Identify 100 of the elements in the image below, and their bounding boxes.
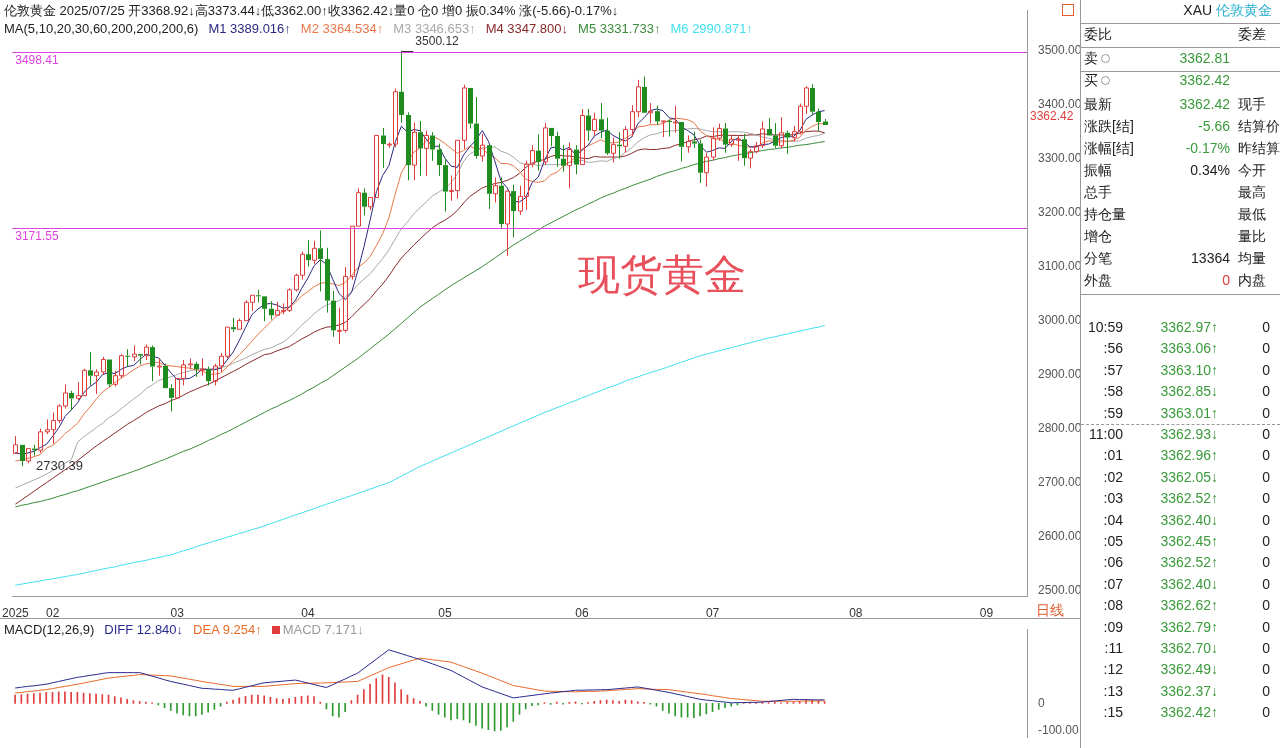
x-tick-label: 04	[301, 605, 315, 620]
candlestick	[704, 152, 709, 188]
text: M6 2990.871↑	[670, 21, 753, 36]
candlestick	[381, 127, 386, 169]
text: 现手	[1238, 95, 1266, 114]
candlestick	[555, 131, 560, 168]
x-tick-label: 03	[170, 605, 185, 620]
text: 持仓量	[1084, 205, 1126, 224]
text: 最低	[1238, 205, 1266, 224]
text: M4 3347.800↓	[485, 21, 569, 36]
candlestick	[437, 143, 442, 177]
candlestick	[816, 107, 821, 132]
candlestick	[667, 118, 672, 138]
text: 0	[1262, 403, 1270, 423]
text: 0	[1262, 574, 1270, 594]
text: 买	[1084, 71, 1098, 90]
text: 3362.37↓	[1160, 681, 1218, 701]
candlestick	[312, 240, 317, 265]
y-tick-label: 3200.00	[1038, 204, 1082, 219]
x-tick-label: 08	[849, 605, 863, 620]
annotation: 现货黄金	[578, 250, 746, 300]
candlestick	[642, 76, 647, 113]
text: 3362.52↑	[1160, 553, 1218, 573]
text: :05	[1103, 532, 1123, 551]
text: :12	[1103, 660, 1123, 680]
text: 0	[1262, 639, 1270, 658]
text: 11:00	[1089, 425, 1123, 444]
candlestick	[163, 363, 168, 389]
candlestick	[561, 144, 566, 173]
text: 卖	[1084, 49, 1098, 68]
text: 0	[1262, 467, 1270, 487]
text: -0.17%	[1185, 139, 1230, 158]
text: 0	[1262, 617, 1270, 637]
text: M3 3346.653↑	[393, 21, 476, 36]
text: 3363.06↑	[1160, 339, 1218, 359]
text: 0	[1262, 339, 1270, 359]
y-tick-label: 3500.00	[1038, 43, 1082, 58]
candlestick	[331, 290, 336, 338]
text: :56	[1103, 339, 1123, 359]
candlestick	[169, 383, 174, 412]
candlestick	[318, 229, 323, 292]
y-tick-label: 2600.00	[1038, 528, 1082, 543]
text: 3362.93↓	[1160, 425, 1218, 444]
x-tick-label: 02	[46, 605, 60, 620]
text: :58	[1103, 382, 1123, 402]
text: 外盘	[1084, 271, 1112, 290]
text: 13364	[1191, 249, 1230, 268]
text: 0	[1262, 510, 1270, 530]
text: 3363.10↑	[1160, 360, 1218, 380]
candlestick	[150, 344, 155, 382]
candlestick	[94, 368, 99, 395]
text: 0	[1262, 489, 1270, 509]
text: 0	[1262, 382, 1270, 402]
y-tick-label: 2800.00	[1038, 420, 1082, 435]
text: :57	[1103, 360, 1123, 380]
candlestick	[132, 344, 137, 362]
text: 委比	[1084, 25, 1112, 44]
text: XAU	[1183, 2, 1213, 18]
text: :13	[1103, 681, 1123, 701]
candlestick	[686, 134, 691, 154]
candlestick	[511, 184, 516, 238]
text: 3362.42	[1030, 109, 1074, 124]
candlestick	[736, 134, 741, 162]
text: :02	[1103, 467, 1123, 487]
text: 3362.45↑	[1160, 532, 1218, 551]
candlestick	[599, 102, 604, 139]
text: 3362.40↓	[1160, 574, 1218, 594]
text: 3362.52↑	[1160, 489, 1218, 509]
candlestick	[592, 112, 597, 136]
candlestick	[785, 130, 790, 155]
candlestick	[424, 130, 429, 177]
x-tick-label: 07	[705, 605, 720, 620]
y-tick-label: 2900.00	[1038, 366, 1082, 381]
candlestick	[237, 317, 242, 330]
candlestick	[418, 120, 423, 177]
text: 0	[1262, 446, 1270, 466]
candlestick	[88, 351, 93, 386]
text: :15	[1103, 703, 1123, 723]
text: 0	[1262, 360, 1270, 380]
text: :11	[1104, 639, 1123, 658]
candlestick	[231, 317, 236, 333]
candlestick	[729, 134, 734, 148]
x-tick-label: 2025	[2, 605, 30, 620]
text: 昨结算	[1238, 139, 1280, 158]
text: 3362.97↑	[1160, 318, 1218, 337]
text: :04	[1103, 510, 1123, 530]
text: :59	[1103, 403, 1123, 423]
text: 涨跌[结]	[1084, 117, 1134, 136]
candlestick	[69, 390, 74, 411]
candlestick	[412, 122, 417, 181]
text: M2 3364.534↑	[300, 21, 384, 36]
text: MA(5,10,20,30,60,200,200,200,6)	[4, 21, 199, 36]
text: :03	[1103, 489, 1123, 509]
text: 0	[1262, 660, 1270, 680]
text: 分笔	[1084, 249, 1112, 268]
candlestick	[505, 190, 510, 257]
candlestick	[406, 111, 411, 181]
text: 10:59	[1087, 318, 1123, 337]
candlestick	[262, 296, 267, 322]
candlestick	[125, 348, 130, 368]
